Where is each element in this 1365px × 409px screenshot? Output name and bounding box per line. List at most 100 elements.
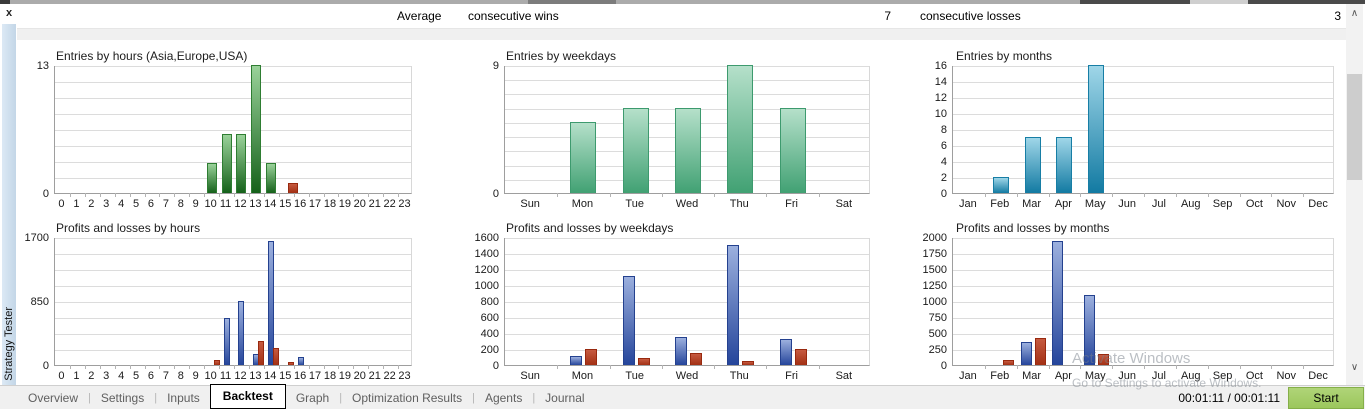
x-axis-label: Jul bbox=[1151, 370, 1166, 382]
x-axis-label: Apr bbox=[1054, 198, 1072, 210]
x-tick bbox=[309, 365, 310, 369]
scroll-down-icon[interactable]: ∨ bbox=[1350, 362, 1359, 373]
tab-graph[interactable]: Graph bbox=[295, 391, 330, 405]
x-tick bbox=[279, 365, 280, 369]
x-tick bbox=[174, 365, 175, 369]
y-axis-label: 600 bbox=[480, 312, 499, 324]
chart-plot-area bbox=[952, 65, 1334, 197]
y-axis-label: 1000 bbox=[474, 280, 499, 292]
x-tick bbox=[985, 193, 986, 197]
entries-bar bbox=[727, 65, 753, 193]
y-axis-label: 10 bbox=[934, 108, 947, 120]
gridline bbox=[55, 350, 411, 351]
x-axis-label: 20 bbox=[353, 198, 366, 210]
tab-journal[interactable]: Journal bbox=[545, 391, 585, 405]
loss-bar bbox=[1035, 338, 1046, 365]
chart-entries-by-months: Entries by months 16 14 12 10 8 6 4 2 0 Jan Feb Mar… bbox=[920, 44, 1348, 212]
tab-optimization-results[interactable]: Optimization Results bbox=[352, 391, 463, 405]
x-axis-label: Sun bbox=[520, 370, 540, 382]
y-axis-label: 750 bbox=[928, 312, 947, 324]
profit-bar bbox=[1052, 241, 1063, 365]
x-tick bbox=[368, 365, 369, 369]
x-axis-label: 23 bbox=[398, 198, 411, 210]
splitter-grip[interactable] bbox=[528, 0, 616, 4]
x-tick bbox=[1112, 365, 1113, 369]
gridline bbox=[505, 302, 869, 303]
x-axis-label: 15 bbox=[279, 198, 292, 210]
x-axis-label: Jan bbox=[959, 370, 977, 382]
x-axis-label: 19 bbox=[338, 370, 351, 382]
y-axis-label: 1250 bbox=[922, 280, 947, 292]
x-tick bbox=[1049, 365, 1050, 369]
x-axis-label: Oct bbox=[1245, 198, 1263, 210]
gridline bbox=[953, 350, 1333, 351]
gridline bbox=[55, 114, 411, 115]
x-axis-label: 18 bbox=[323, 370, 337, 382]
x-axis-label: Fri bbox=[785, 370, 798, 382]
x-axis-label: 17 bbox=[308, 370, 322, 382]
x-tick bbox=[383, 365, 384, 369]
gridline bbox=[55, 146, 411, 147]
x-axis-label: 5 bbox=[132, 370, 140, 382]
loss-bar bbox=[1003, 360, 1014, 365]
x-tick bbox=[1303, 193, 1304, 197]
tab-bar: Overview | Settings | Inputs Backtest Gr… bbox=[0, 383, 1365, 409]
x-axis-label: Feb bbox=[990, 198, 1010, 210]
x-tick bbox=[353, 193, 354, 197]
x-axis-label: Wed bbox=[675, 198, 699, 210]
gridline bbox=[953, 270, 1333, 271]
gridline bbox=[55, 302, 411, 303]
x-tick bbox=[1176, 365, 1177, 369]
scroll-up-icon[interactable]: ∧ bbox=[1350, 8, 1359, 19]
gridline bbox=[953, 334, 1333, 335]
x-axis-label: Mar bbox=[1022, 370, 1042, 382]
profit-bar bbox=[780, 339, 792, 365]
gridline bbox=[55, 98, 411, 99]
x-tick bbox=[610, 193, 611, 197]
x-axis-label: 11 bbox=[219, 370, 232, 382]
tab-agents[interactable]: Agents bbox=[484, 391, 523, 405]
x-axis-label: 7 bbox=[162, 198, 169, 210]
start-button[interactable]: Start bbox=[1288, 387, 1364, 409]
gridline bbox=[505, 238, 869, 239]
tab-separator: | bbox=[339, 392, 343, 404]
x-tick bbox=[766, 193, 767, 197]
x-axis-label: 22 bbox=[383, 198, 396, 210]
x-axis-label: 15 bbox=[279, 370, 292, 382]
y-axis-label: 16 bbox=[934, 60, 947, 72]
x-axis-label: Nov bbox=[1276, 198, 1297, 210]
tab-overview[interactable]: Overview bbox=[28, 391, 79, 405]
gridline bbox=[953, 238, 1333, 239]
profit-bar bbox=[727, 245, 739, 365]
x-axis-label: Nov bbox=[1276, 370, 1297, 382]
panel-splitter[interactable] bbox=[0, 0, 1365, 4]
tab-settings[interactable]: Settings bbox=[100, 391, 145, 405]
gridline bbox=[505, 80, 869, 81]
stat-value-consecutive-wins: 7 bbox=[884, 9, 891, 23]
x-axis-label: 21 bbox=[368, 370, 381, 382]
x-tick bbox=[985, 365, 986, 369]
panel-title-strip: Strategy Tester bbox=[2, 24, 16, 385]
chart-profits-losses-by-hours: Profits and losses by hours 1700 850 0 0 1 2 3… bbox=[20, 216, 460, 384]
vertical-scrollbar[interactable]: ∧ ∨ bbox=[1346, 4, 1363, 385]
x-tick bbox=[309, 193, 310, 197]
x-tick bbox=[159, 193, 160, 197]
gridline bbox=[505, 66, 869, 67]
x-tick bbox=[189, 365, 190, 369]
tab-inputs[interactable]: Inputs bbox=[167, 391, 200, 405]
x-axis-label: 11 bbox=[219, 198, 232, 210]
y-axis-label: 1750 bbox=[922, 248, 947, 260]
y-axis-label: 4 bbox=[940, 156, 947, 168]
gridline bbox=[953, 318, 1333, 319]
x-tick bbox=[279, 193, 280, 197]
x-axis-label: 12 bbox=[234, 198, 247, 210]
x-axis-label: 10 bbox=[204, 370, 217, 382]
profit-bar bbox=[1021, 342, 1032, 365]
loss-bar bbox=[1098, 354, 1109, 365]
scrollbar-thumb[interactable] bbox=[1347, 74, 1362, 180]
x-axis-label: Thu bbox=[729, 198, 749, 210]
tab-backtest[interactable]: Backtest bbox=[209, 383, 286, 409]
entries-bar bbox=[266, 163, 276, 193]
gridline bbox=[953, 146, 1333, 147]
close-icon[interactable]: x bbox=[5, 7, 13, 19]
